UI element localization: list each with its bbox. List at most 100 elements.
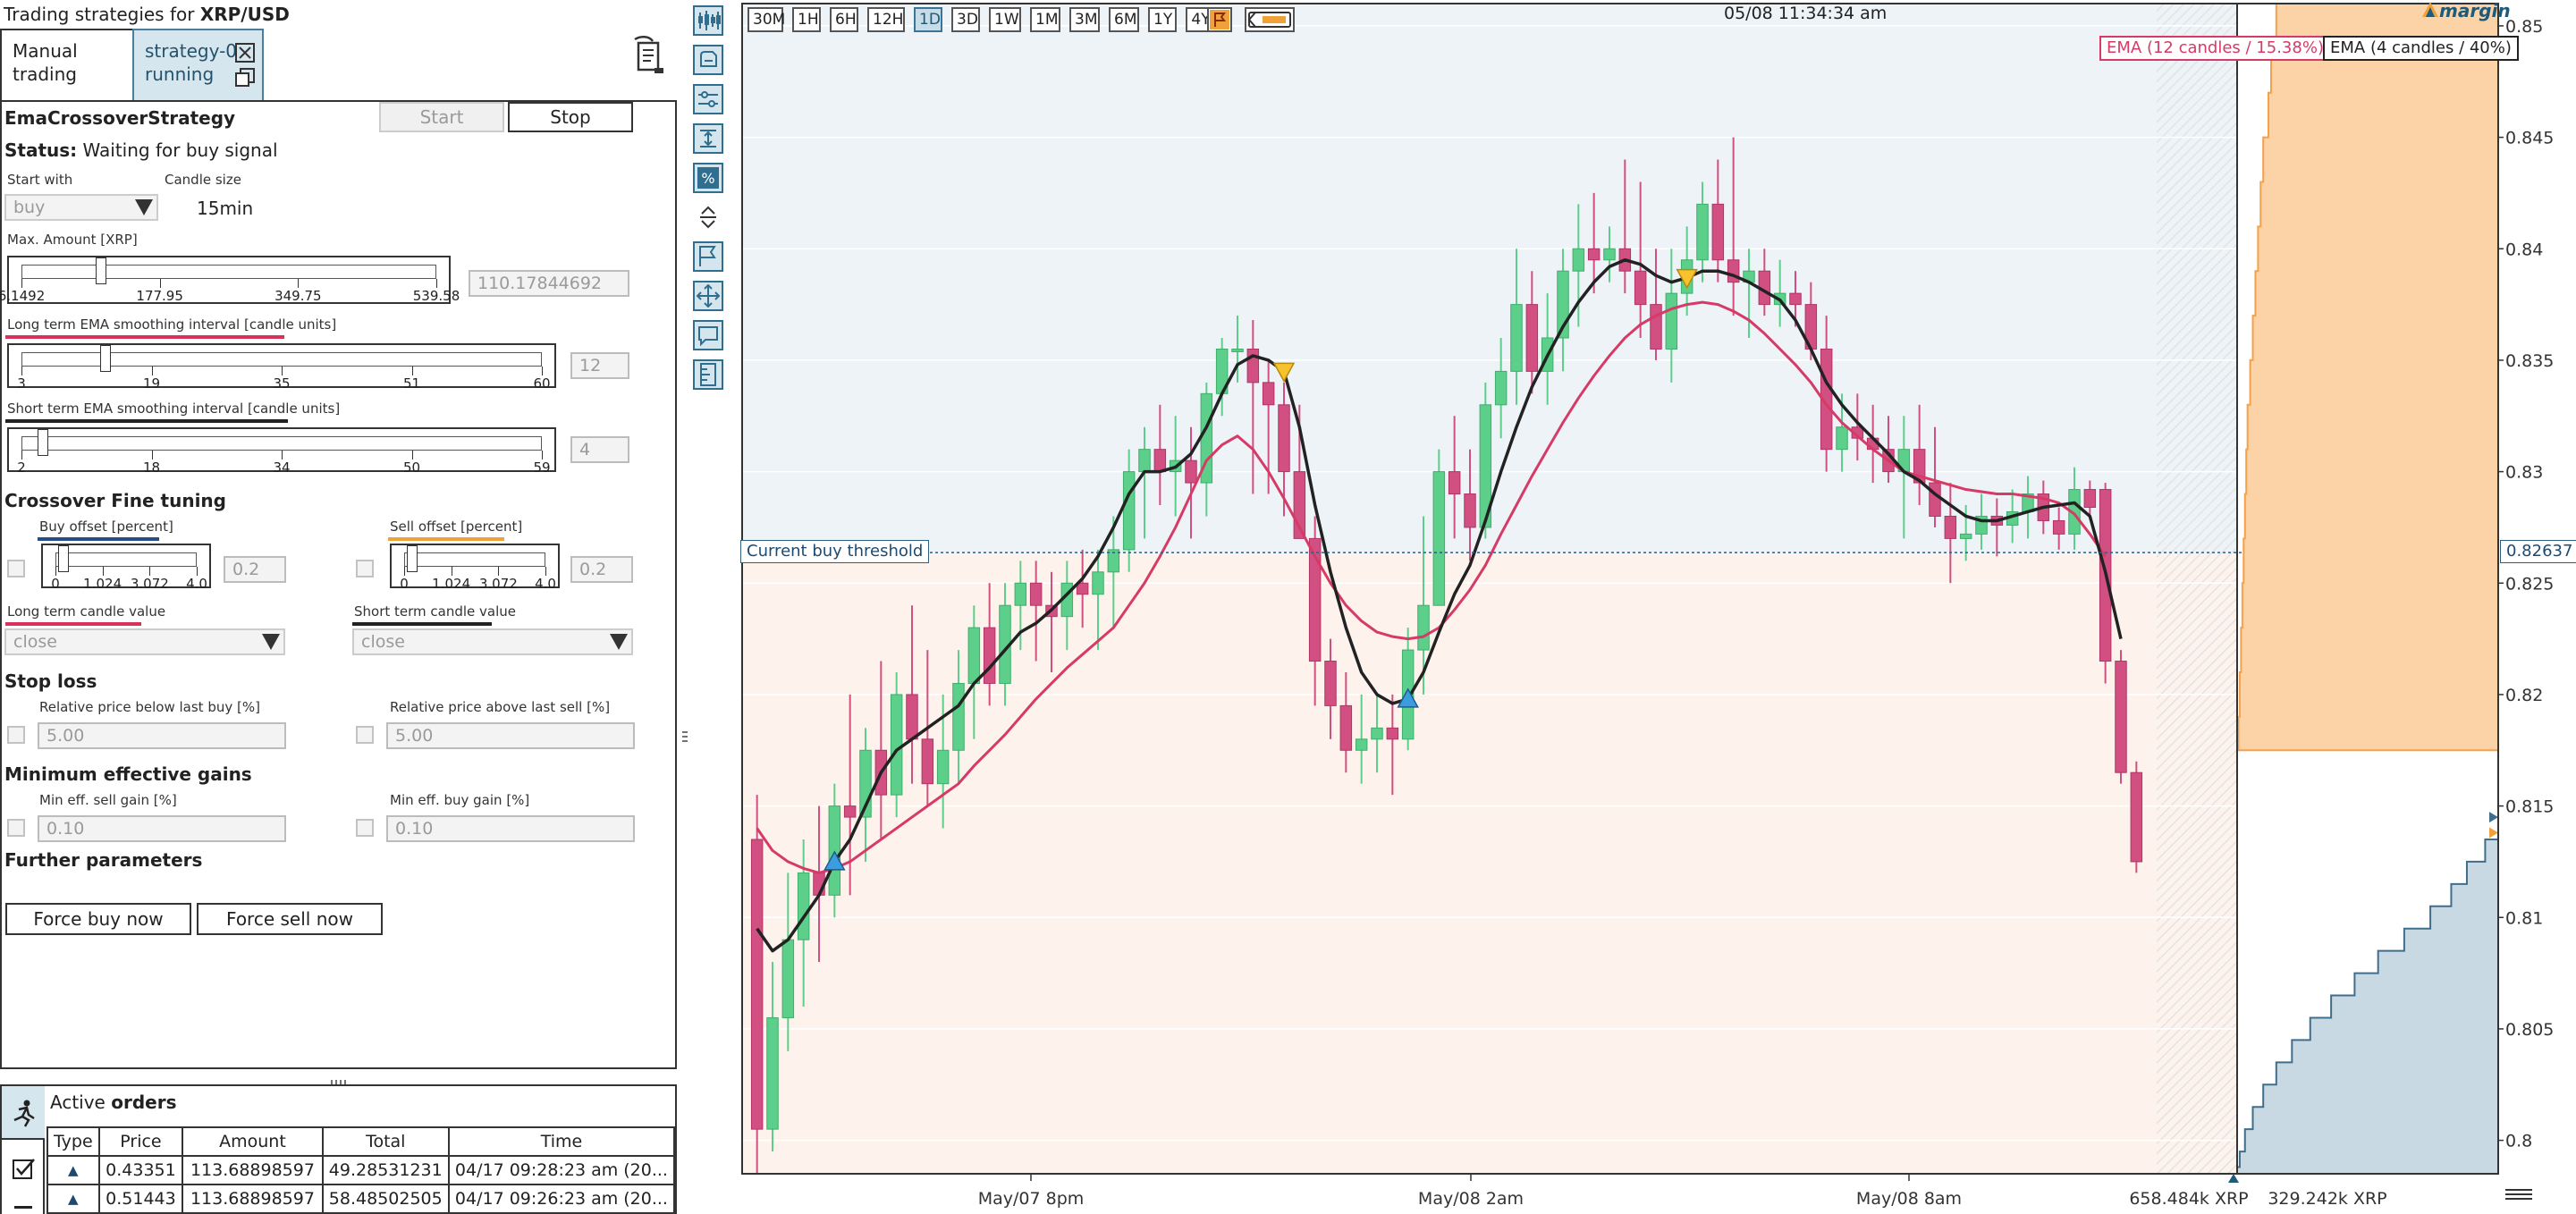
start-button[interactable]: Start	[379, 102, 504, 132]
chart-area[interactable]: 0.85 0.845 0.84 0.835 0.83 0.825 0.82 0.815 0.81…	[740, 0, 2576, 1214]
orders-mode-button[interactable]	[2, 1086, 45, 1140]
long-ema-slider[interactable]: 3 19 35 51 60	[7, 343, 556, 392]
timeframe-1h[interactable]: 1H	[792, 7, 821, 32]
long-candle-select[interactable]: close	[4, 628, 285, 655]
sell-marker-icon	[1272, 362, 1296, 383]
slider-track[interactable]	[21, 265, 436, 279]
flag-toggle-button[interactable]	[1207, 7, 1232, 32]
strategy-panel: Trading strategies for XRP/USD Manual tr…	[0, 0, 680, 1214]
short-candle-select[interactable]: close	[352, 628, 633, 655]
buy-offset-input[interactable]: 0.2	[224, 556, 286, 583]
timeframe-1y[interactable]: 1Y	[1148, 7, 1177, 32]
slider-thumb[interactable]	[57, 545, 69, 572]
slider-thumb[interactable]	[38, 429, 49, 456]
slider-tick-label: 3.072	[130, 576, 169, 592]
move-tool[interactable]	[693, 281, 723, 311]
slider-thumb[interactable]	[100, 345, 112, 372]
checklist-icon[interactable]	[13, 1158, 36, 1181]
rel-below-input[interactable]: 5.00	[38, 722, 286, 749]
long-ema-input[interactable]: 12	[570, 352, 629, 379]
menu-icon[interactable]	[2504, 1185, 2534, 1207]
slider-tick	[21, 367, 22, 375]
slider-track[interactable]	[55, 552, 197, 567]
timeframe-6m[interactable]: 6M	[1109, 7, 1139, 32]
tab-strategy-0[interactable]: strategy-0 running	[132, 29, 264, 100]
ruler-tool[interactable]	[693, 359, 723, 390]
tab-manual-trading[interactable]: Manual trading	[0, 29, 132, 100]
slider-track[interactable]	[21, 436, 542, 451]
slider-thumb[interactable]	[406, 545, 418, 572]
timeframe-6h[interactable]: 6H	[830, 7, 858, 32]
short-ema-slider[interactable]: 2 18 34 50 59	[7, 427, 556, 476]
sell-offset-slider[interactable]: 0 1.024 3.072 4.0	[390, 544, 560, 592]
slider-track[interactable]	[21, 352, 542, 367]
auto-scale-tool[interactable]	[693, 45, 723, 75]
short-ema-input[interactable]: 4	[570, 436, 629, 463]
force-sell-button[interactable]: Force sell now	[197, 903, 383, 935]
add-strategy-icon[interactable]	[631, 34, 667, 75]
orders-title-bold: orders	[111, 1092, 177, 1113]
candle-up	[967, 627, 981, 684]
timeframe-1d[interactable]: 1D	[914, 7, 942, 32]
timeframe-3m[interactable]: 3M	[1069, 7, 1100, 32]
candlestick-tool[interactable]	[693, 5, 723, 36]
flag-tool[interactable]	[693, 241, 723, 272]
orders-side-toolbar	[2, 1086, 45, 1214]
ticket-toggle-button[interactable]	[1245, 7, 1295, 32]
timeframe-3d[interactable]: 3D	[951, 7, 980, 32]
price-chart[interactable]: 0.850.8450.840.8350.830.8250.820.8150.81…	[740, 0, 2576, 1214]
detach-icon[interactable]	[235, 68, 255, 88]
comment-tool[interactable]	[693, 320, 723, 350]
buy-offset-checkbox[interactable]	[7, 560, 25, 577]
fit-vertical-tool[interactable]	[693, 123, 723, 154]
slider-track[interactable]	[404, 552, 545, 567]
scroll-horizontal-tool[interactable]	[693, 84, 723, 114]
candle-down	[1929, 482, 1941, 517]
rel-below-checkbox[interactable]	[7, 726, 25, 744]
column-header-time[interactable]: Time	[447, 1126, 676, 1157]
sell-offset-input[interactable]: 0.2	[570, 556, 633, 583]
timeframe-1m[interactable]: 1M	[1030, 7, 1060, 32]
percent-scale-tool[interactable]: %	[693, 163, 723, 193]
slider-tick-label: 60	[533, 375, 551, 392]
buy-threshold-label[interactable]: Current buy threshold	[740, 540, 930, 564]
rel-above-checkbox[interactable]	[356, 726, 374, 744]
further-title: Further parameters	[4, 849, 203, 871]
expand-vertical-tool[interactable]	[693, 202, 723, 232]
max-amount-input[interactable]: 110.17844692	[469, 270, 629, 297]
ema-long-legend[interactable]: EMA (12 candles / 15.38%)	[2099, 36, 2331, 61]
price-tick-label: 0.8	[2505, 1132, 2532, 1151]
table-row[interactable]: ▲ 0.51443 113.68898597 58.48502505 04/17…	[46, 1184, 676, 1214]
buy-marker-icon	[1397, 687, 1419, 708]
buy-offset-underline	[38, 537, 159, 541]
force-buy-button[interactable]: Force buy now	[5, 903, 191, 935]
rel-above-input[interactable]: 5.00	[386, 722, 635, 749]
minus-icon[interactable]	[14, 1206, 32, 1209]
table-row[interactable]: ▲ 0.43351 113.68898597 49.28531231 04/17…	[46, 1155, 676, 1185]
column-header-type[interactable]: Type	[46, 1126, 100, 1157]
min-sell-checkbox[interactable]	[7, 819, 25, 837]
splitter-handle[interactable]	[681, 729, 688, 747]
min-buy-checkbox[interactable]	[356, 819, 374, 837]
ask-depth-area	[2237, 3, 2499, 752]
sell-offset-checkbox[interactable]	[356, 560, 374, 577]
timeframe-12h[interactable]: 12H	[867, 7, 905, 32]
timeframe-30m[interactable]: 30M	[747, 7, 785, 32]
max-amount-slider[interactable]: 6.1492 177.95 349.75 539.58	[0, 256, 460, 304]
buy-offset-slider[interactable]: 0 1.024 3.072 4.0	[41, 544, 211, 592]
close-icon[interactable]	[235, 43, 255, 63]
column-header-price[interactable]: Price	[97, 1126, 184, 1157]
stop-button[interactable]: Stop	[508, 102, 633, 132]
timeframe-1w[interactable]: 1W	[989, 7, 1021, 32]
min-buy-input[interactable]: 0.10	[386, 815, 635, 842]
current-price-marker-icon	[2489, 812, 2498, 823]
column-header-total[interactable]: Total	[321, 1126, 450, 1157]
slider-thumb[interactable]	[96, 257, 107, 284]
panel-resize-handle[interactable]	[329, 1073, 347, 1085]
ema-short-legend[interactable]: EMA (4 candles / 40%)	[2323, 36, 2519, 61]
start-with-select[interactable]: buy	[4, 194, 158, 221]
min-sell-input[interactable]: 0.10	[38, 815, 286, 842]
candle-up	[1603, 248, 1616, 261]
buy-threshold-value[interactable]: 0.82637	[2500, 540, 2576, 564]
column-header-amount[interactable]: Amount	[182, 1126, 324, 1157]
